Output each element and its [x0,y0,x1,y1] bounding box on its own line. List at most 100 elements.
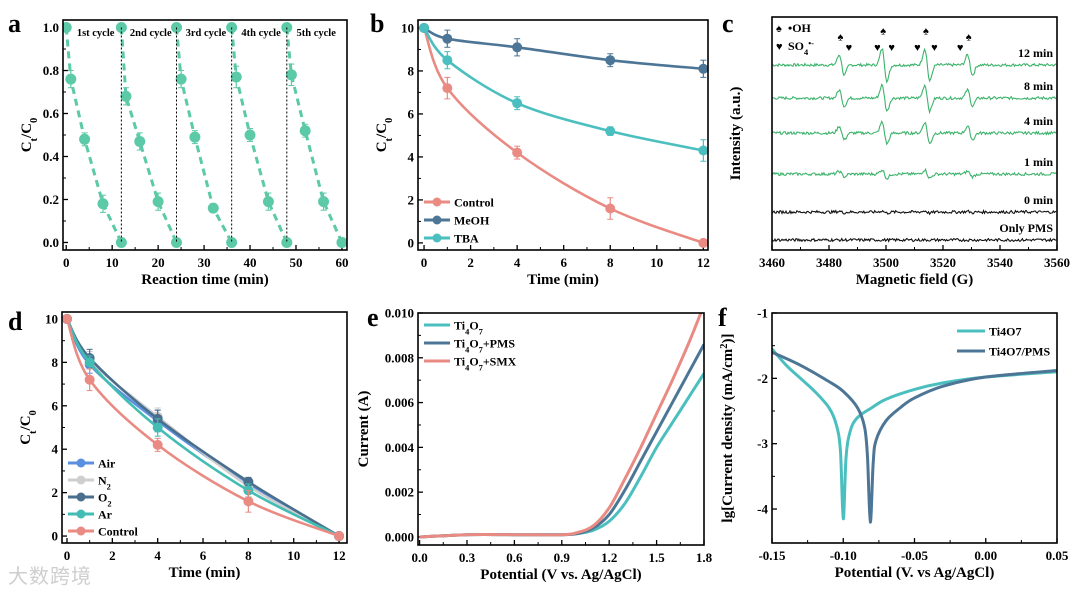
data-point [512,98,523,109]
x-tick-label: 20 [152,255,165,270]
plot-frame [771,312,1058,544]
spectrum-label: Only PMS [999,221,1053,235]
data-point [230,71,242,83]
x-tick-label: 0.00 [974,548,997,563]
legend-marker [76,509,86,519]
data-point [698,145,708,156]
series-1stcycle-line [64,27,123,244]
cycle-annotation: 4th cycle [241,28,281,39]
panel-label: b [370,9,384,38]
cycle-annotation: 3rd cycle [186,28,227,39]
spectrum-1-min [772,167,1057,180]
x-axis-label: Time (min) [527,272,599,288]
plot-area [419,22,708,248]
panel-e: e 0.0 0.3 0.6 0.9 1.2 1.5 1.8 0.000 0.002 0.004 0.0… [356,303,713,583]
x-tick-label: 1.8 [696,550,713,565]
x-tick-label: -0.10 [830,548,857,563]
y-tick-label: 0.000 [385,529,414,544]
x-tick-label: -0.05 [901,548,929,563]
spectrum-label: 0 min [1024,193,1053,207]
x-tick-label: 4 [514,255,521,270]
y-tick-label: 0.4 [43,149,60,164]
data-point [152,422,163,433]
x-tick-label: 1.5 [648,550,665,565]
spectrum-4-min [772,120,1057,146]
data-point [152,196,164,208]
y-tick-label: 0.8 [43,63,60,78]
x-tick-label: 10 [287,548,300,563]
legend-label: Control [98,525,138,539]
plot-frame [417,312,705,546]
data-point [442,33,453,44]
x-tick-label: 10 [650,255,663,270]
spectrum-label: 12 min [1018,46,1053,60]
y-tick-label: 0.010 [385,306,414,321]
legend-marker [76,475,86,485]
series-3rdcycle-line [175,27,233,244]
oh-marker-icon: ♠ [923,25,929,37]
y-tick-label: -3 [757,436,768,451]
data-point [281,236,293,248]
plot-frame [771,16,1058,251]
y-tick-label: -1 [757,306,768,321]
x-tick-label: 0 [421,255,428,270]
so4-marker-icon: ♥ [846,42,853,54]
legend-label: Ti4O7+SMX [454,355,517,373]
legend-label: N2 [98,474,111,492]
data-point [512,147,523,158]
data-point [336,236,347,248]
legend-marker [432,215,442,225]
x-tick-label: 0 [63,255,70,270]
watermark: 大数跨境 [8,564,92,588]
data-point [605,55,616,66]
y-axis-label: Ct/C0 [19,118,40,153]
y-tick-label: -2 [757,371,768,386]
plot-area [772,47,1057,243]
data-point [334,531,345,542]
legend-label: TBA [454,232,479,246]
series-ar-line [65,318,340,538]
y-tick-label: 2 [408,192,415,207]
legend-label: Control [454,196,494,210]
data-point [285,69,297,81]
x-tick-label: 12 [697,255,710,270]
plot-frame [417,19,709,251]
x-tick-label: 6 [200,548,207,563]
x-tick-label: 12 [333,548,346,563]
data-point [605,203,616,214]
x-tick-label: 30 [198,255,211,270]
y-tick-label: -4 [757,502,768,517]
x-tick-label: 0.9 [554,550,571,565]
data-point [419,22,430,33]
x-tick-label: 3460 [759,255,785,270]
legend-marker [76,526,86,536]
series-ti4o7-line [772,347,1057,521]
legend-label: O2 [98,491,112,509]
panel-a: a 0 10 20 30 40 50 60 0.0 0.2 0.4 0.6 0.8 1.0 Reaction… [8,9,348,288]
spectrum-8-min [772,83,1057,115]
data-point [605,126,616,137]
plot-area [772,347,1057,524]
so4-marker-icon: ♥ [888,42,895,54]
data-point [207,202,219,214]
x-tick-label: 0.3 [459,550,476,565]
x-tick-label: 3500 [873,255,899,270]
plot-frame [62,19,348,251]
so4-marker-icon: ♥ [957,42,964,54]
data-point [120,90,132,102]
y-tick-label: 0.2 [43,192,59,207]
panel-label: f [718,303,727,332]
y-tick-label: 4 [52,442,59,457]
series-2ndcycle-line [119,27,178,244]
x-tick-label: 3560 [1044,255,1070,270]
data-point [318,196,330,208]
legend-label: Ar [98,508,113,522]
plot-frame [61,311,348,544]
x-tick-label: 50 [289,255,302,270]
x-axis-label: Potential (V vs. Ag/AgCl) [480,567,641,583]
panel-d: d 0 2 4 6 8 10 12 0 2 4 6 8 10 Time (min) Ct/C0 Air N2O2A… [8,307,348,581]
series-o2-line [65,318,340,538]
y-tick-label: 4 [408,149,415,164]
panel-label: a [8,9,21,38]
